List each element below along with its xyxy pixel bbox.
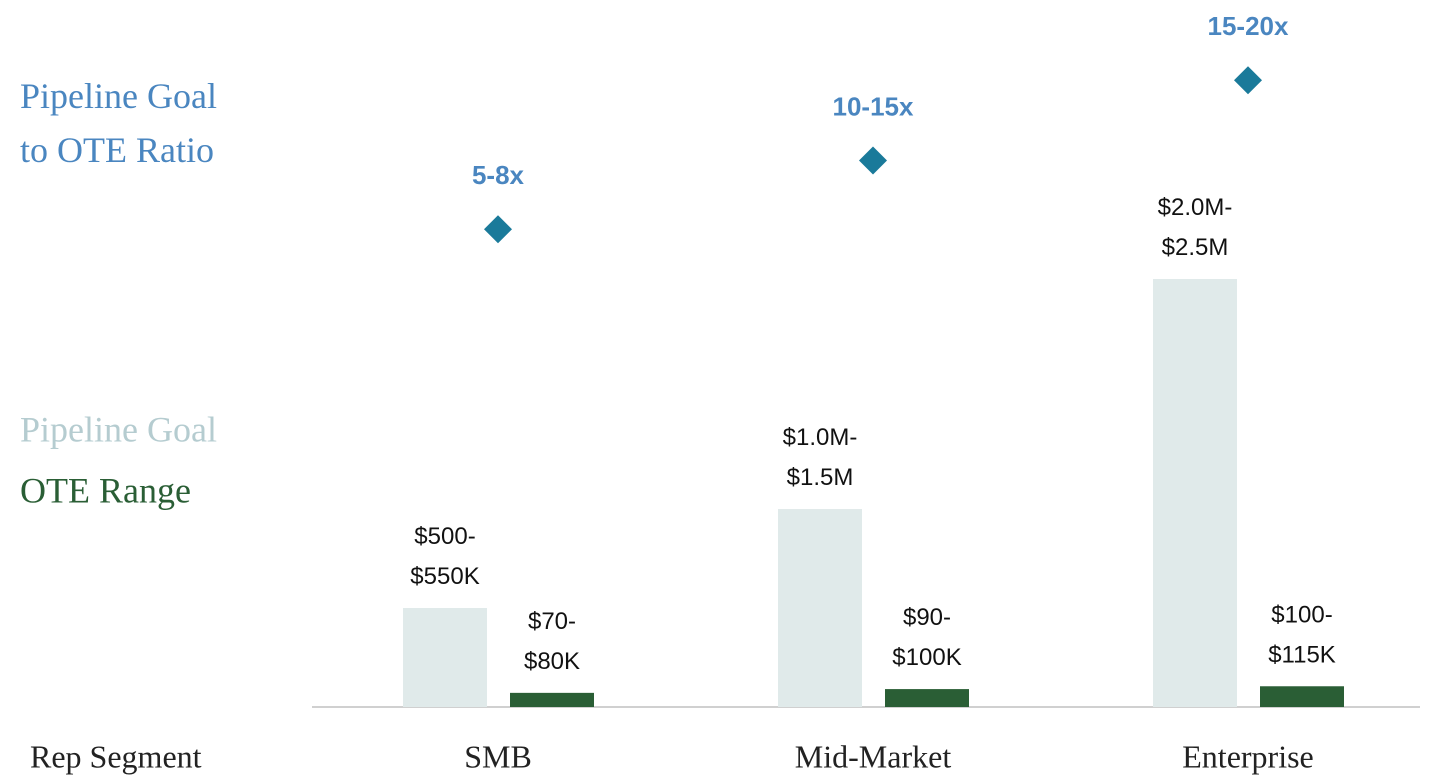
bar (885, 689, 969, 707)
x-tick-label: Enterprise (1182, 738, 1314, 774)
diamond-marker (484, 215, 512, 244)
legend-label: OTE Range (20, 470, 191, 510)
data-label: $70-$80K (524, 608, 580, 675)
legend-label: Pipeline Goal to OTE Ratio (20, 76, 217, 170)
bar (510, 692, 594, 707)
x-axis-label: Rep Segment (30, 738, 202, 774)
data-label: $100-$115K (1268, 602, 1336, 669)
bar (1260, 686, 1344, 707)
x-tick-label: SMB (464, 738, 532, 774)
bar (1153, 279, 1237, 707)
bar (403, 608, 487, 707)
data-label: $1.0M-$1.5M (783, 424, 858, 491)
bar (778, 509, 862, 707)
data-label: $500-$550K (410, 523, 479, 590)
data-label: $2.0M-$2.5M (1158, 194, 1233, 261)
diamond-marker (1234, 66, 1262, 95)
data-label: 5-8x (472, 160, 525, 190)
data-label: $90-$100K (892, 604, 961, 671)
diamond-marker (859, 146, 887, 175)
data-label: 10-15x (833, 91, 914, 121)
x-tick-label: Mid-Market (795, 738, 952, 774)
legend-label: Pipeline Goal (20, 409, 217, 449)
data-label: 15-20x (1208, 11, 1289, 41)
